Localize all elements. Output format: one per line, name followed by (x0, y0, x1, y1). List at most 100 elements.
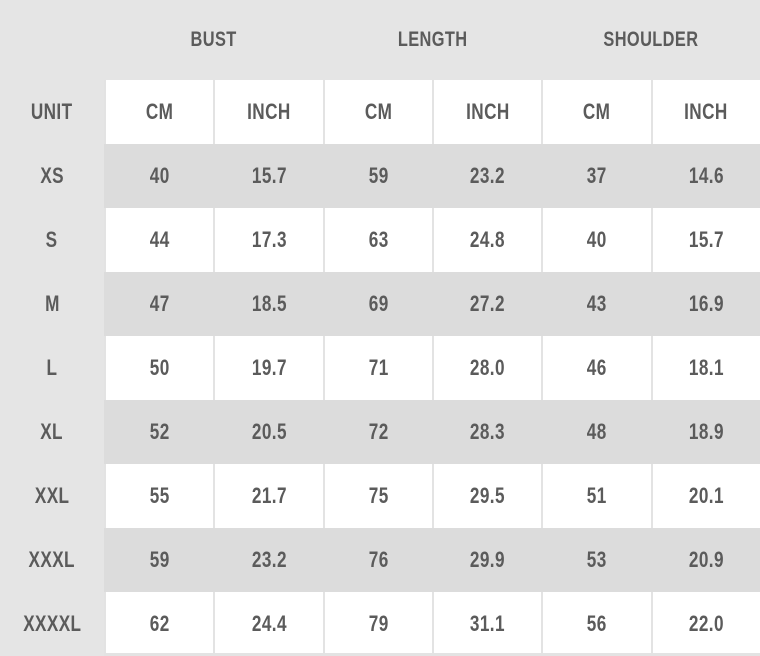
value-text: 40 (587, 227, 607, 252)
unit-text: INCH (465, 99, 510, 124)
unit-cell: CM (322, 80, 432, 144)
size-text: M (44, 291, 60, 316)
value-cell: 69 (322, 272, 432, 336)
value-text: 28.0 (470, 355, 506, 380)
value-text: 18.1 (688, 355, 724, 380)
unit-cell: INCH (431, 80, 542, 144)
units-row: UNIT CM INCH CM INCH CM INCH (0, 80, 760, 144)
value-text: 18.5 (251, 291, 287, 316)
value-cell: 31.1 (431, 592, 542, 656)
value-cell: 47 (104, 272, 214, 336)
value-text: 29.9 (470, 547, 506, 572)
value-text: 59 (149, 547, 170, 572)
value-text: 48 (587, 419, 607, 444)
size-text: XXL (34, 483, 70, 508)
value-text: 69 (368, 291, 389, 316)
unit-cell: CM (104, 80, 214, 144)
unit-label: UNIT (0, 80, 104, 144)
unit-text: INCH (247, 99, 291, 124)
bottom-border (104, 653, 760, 656)
value-cell: 16.9 (650, 272, 760, 336)
value-cell: 22.0 (650, 592, 760, 656)
value-text: 62 (149, 611, 170, 636)
value-cell: 40 (541, 208, 651, 272)
unit-text: CM (583, 99, 611, 124)
value-cell: 28.0 (431, 336, 542, 400)
value-text: 55 (149, 483, 170, 508)
unit-label-text: UNIT (31, 99, 73, 124)
value-cell: 18.9 (650, 400, 760, 464)
value-text: 37 (587, 163, 607, 188)
value-text: 29.5 (470, 483, 506, 508)
value-cell: 59 (104, 528, 214, 592)
value-cell: 50 (104, 336, 214, 400)
value-cell: 46 (541, 336, 651, 400)
value-text: 16.9 (688, 291, 724, 316)
table-row: XXL 55 21.7 75 29.5 51 20.1 (0, 464, 760, 528)
value-text: 23.2 (470, 163, 506, 188)
size-label: S (0, 208, 104, 272)
value-cell: 75 (322, 464, 432, 528)
value-text: 51 (587, 483, 607, 508)
value-cell: 51 (541, 464, 651, 528)
group-label: SHOULDER (603, 28, 699, 51)
group-header-bust: BUST (104, 0, 323, 80)
value-cell: 76 (322, 528, 432, 592)
value-cell: 28.3 (431, 400, 542, 464)
size-text: S (46, 227, 58, 252)
value-text: 52 (149, 419, 170, 444)
value-cell: 20.9 (650, 528, 760, 592)
value-cell: 15.7 (650, 208, 760, 272)
size-text: XXXL (28, 547, 76, 572)
value-cell: 79 (322, 592, 432, 656)
value-text: 20.9 (688, 547, 724, 572)
group-label: LENGTH (397, 28, 468, 51)
size-text: XXXXL (22, 611, 82, 636)
table-row: XS 40 15.7 59 23.2 37 14.6 (0, 144, 760, 208)
value-cell: 43 (541, 272, 651, 336)
value-text: 15.7 (251, 163, 287, 188)
value-cell: 23.2 (213, 528, 323, 592)
value-text: 72 (368, 419, 389, 444)
value-text: 23.2 (251, 547, 287, 572)
value-text: 19.7 (251, 355, 287, 380)
unit-text: CM (364, 99, 393, 124)
value-cell: 72 (322, 400, 432, 464)
value-text: 56 (587, 611, 607, 636)
unit-text: CM (145, 99, 174, 124)
table-row: L 50 19.7 71 28.0 46 18.1 (0, 336, 760, 400)
group-header-length: LENGTH (323, 0, 542, 80)
value-cell: 37 (541, 144, 651, 208)
value-text: 79 (368, 611, 389, 636)
value-cell: 15.7 (213, 144, 323, 208)
value-text: 28.3 (470, 419, 506, 444)
size-label: XS (0, 144, 104, 208)
value-cell: 21.7 (213, 464, 323, 528)
unit-cell: CM (541, 80, 651, 144)
value-text: 21.7 (251, 483, 287, 508)
value-cell: 63 (322, 208, 432, 272)
value-text: 14.6 (688, 163, 724, 188)
table-row: XL 52 20.5 72 28.3 48 18.9 (0, 400, 760, 464)
value-cell: 29.5 (431, 464, 542, 528)
value-text: 20.5 (251, 419, 287, 444)
value-cell: 18.5 (213, 272, 323, 336)
value-cell: 18.1 (650, 336, 760, 400)
value-text: 31.1 (470, 611, 506, 636)
size-label: XXL (0, 464, 104, 528)
table-row: XXXL 59 23.2 76 29.9 53 20.9 (0, 528, 760, 592)
size-label: L (0, 336, 104, 400)
value-cell: 20.1 (650, 464, 760, 528)
value-cell: 52 (104, 400, 214, 464)
value-text: 53 (587, 547, 607, 572)
group-label: BUST (190, 28, 237, 51)
value-text: 24.8 (470, 227, 506, 252)
value-cell: 24.8 (431, 208, 542, 272)
value-text: 76 (368, 547, 389, 572)
value-cell: 23.2 (431, 144, 542, 208)
value-text: 71 (368, 355, 389, 380)
size-label: XXXL (0, 528, 104, 592)
value-cell: 44 (104, 208, 214, 272)
value-cell: 27.2 (431, 272, 542, 336)
value-text: 75 (368, 483, 389, 508)
